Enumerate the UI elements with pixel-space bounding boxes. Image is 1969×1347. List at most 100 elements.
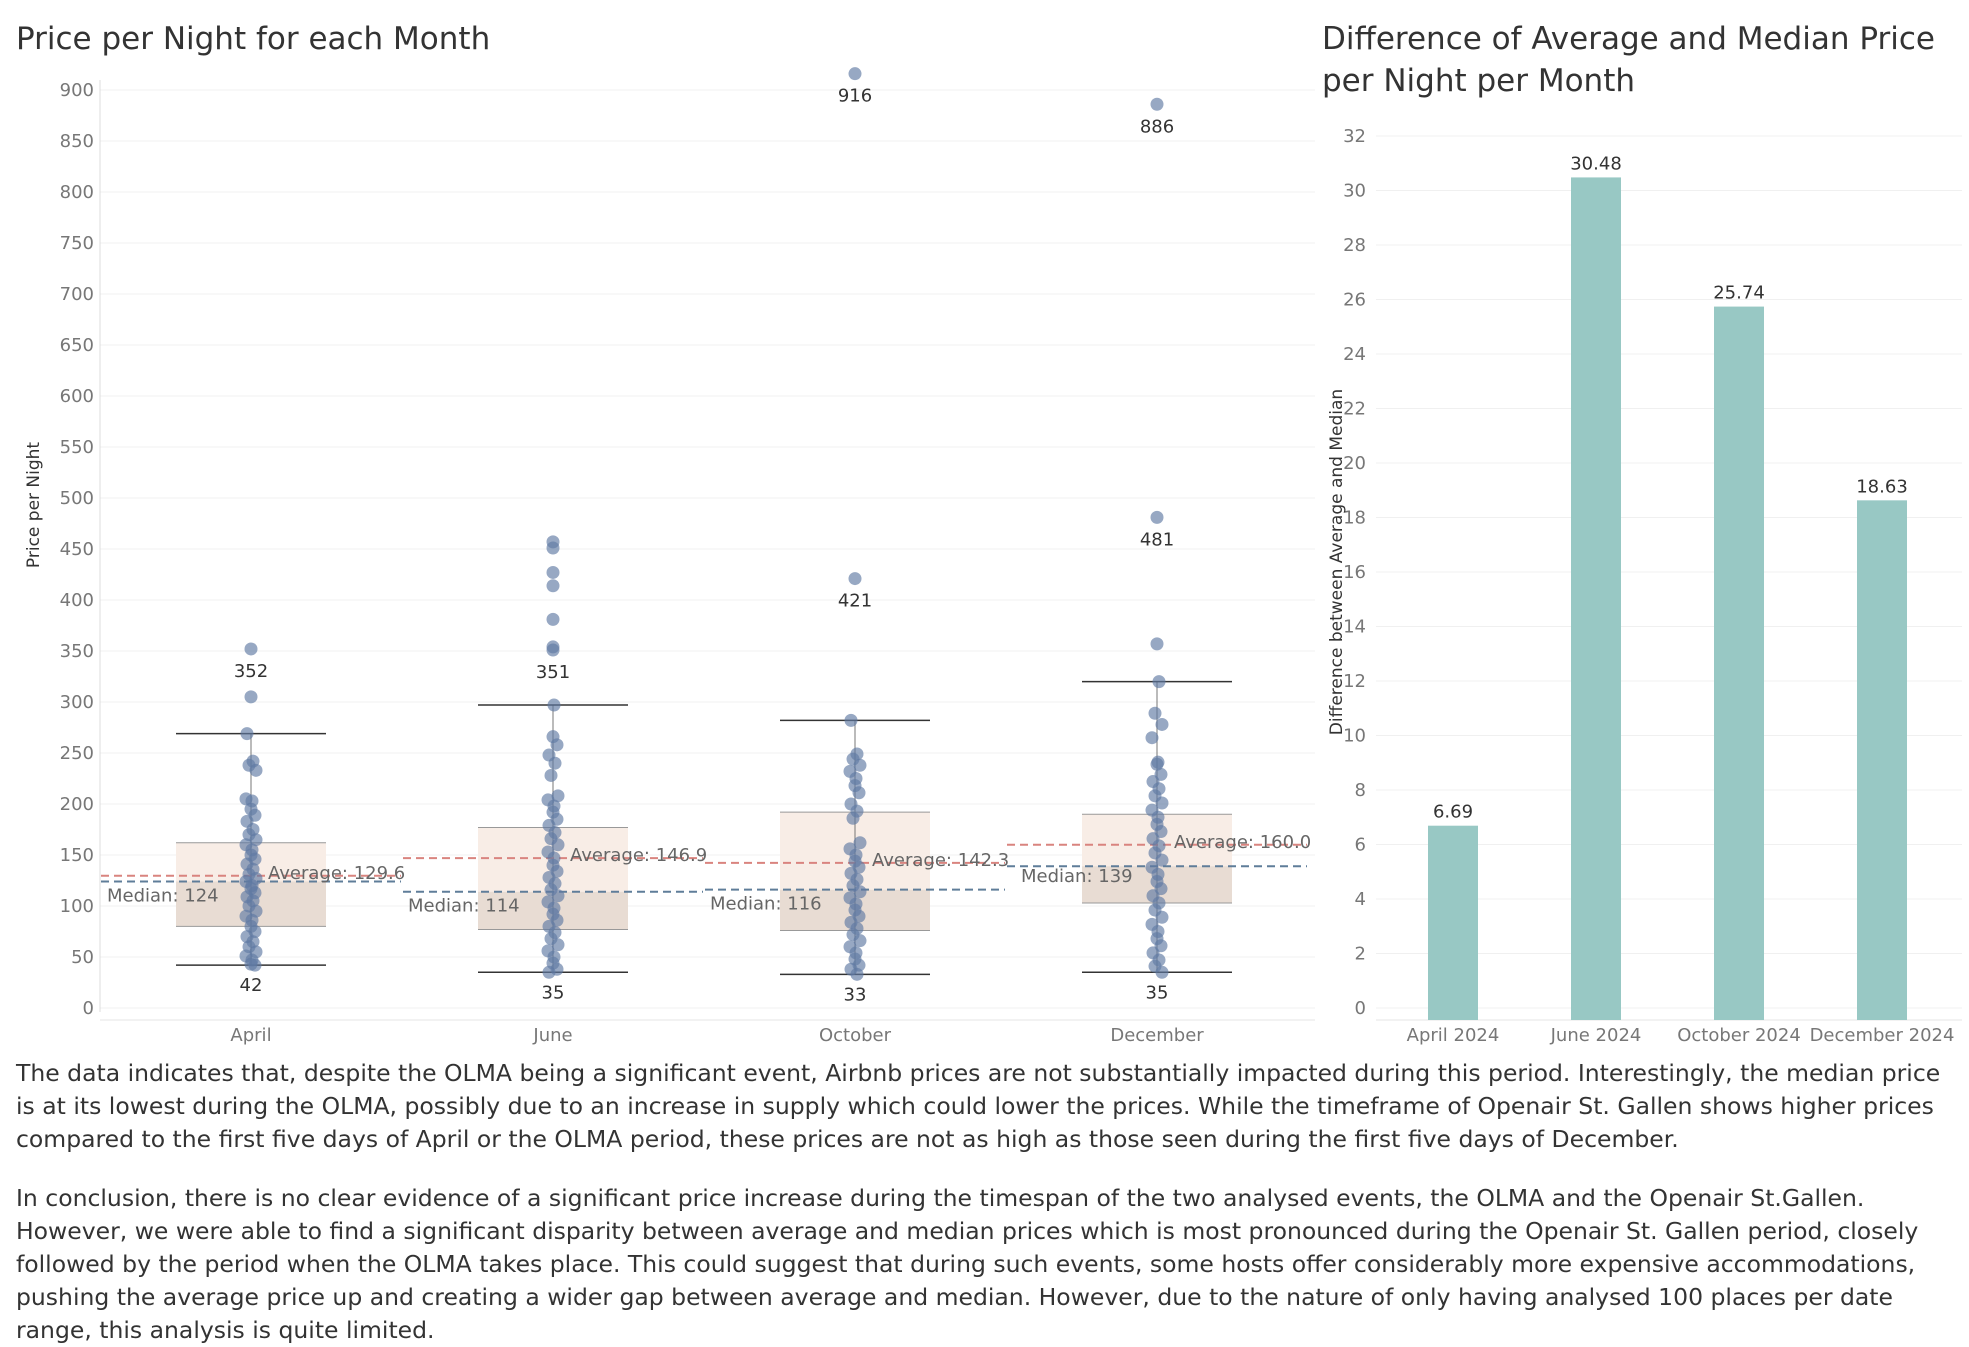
y-tick-label: 24 [1343, 344, 1366, 365]
y-tick-label: 450 [60, 539, 94, 560]
y-tick-label: 18 [1343, 508, 1366, 529]
average-label: Average: 160.0 [1174, 832, 1311, 853]
y-tick-label: 600 [60, 386, 94, 407]
y-tick-label: 4 [1355, 889, 1366, 910]
data-point [848, 572, 862, 586]
x-category-label: April 2024 [1407, 1025, 1500, 1046]
data-point [1155, 965, 1169, 979]
data-point [550, 738, 564, 752]
y-tick-label: 250 [60, 743, 94, 764]
median-label: Median: 114 [408, 896, 520, 917]
y-tick-label: 50 [71, 947, 94, 968]
y-tick-label: 26 [1343, 290, 1366, 311]
data-point [853, 836, 867, 850]
box-chart-title: Price per Night for each Month [16, 21, 491, 57]
data-point [1145, 731, 1159, 745]
y-tick-label: 200 [60, 794, 94, 815]
min-value-label: 33 [844, 984, 867, 1005]
x-category-label: June [532, 1025, 572, 1046]
bar-chart-title: Difference of Average and Median Price p… [1322, 21, 1935, 99]
y-tick-label: 32 [1343, 126, 1366, 147]
data-point [853, 758, 867, 772]
y-tick-label: 400 [60, 590, 94, 611]
data-point [548, 756, 562, 770]
data-point [249, 833, 263, 847]
data-point [551, 889, 565, 903]
y-tick-label: 100 [60, 896, 94, 917]
y-tick-label: 14 [1343, 617, 1366, 638]
bar [1571, 177, 1621, 1021]
outlier-value-label: 421 [838, 591, 872, 612]
data-point [551, 838, 565, 852]
data-point [1155, 853, 1169, 867]
x-category-label: June 2024 [1550, 1025, 1642, 1046]
y-tick-label: 300 [60, 692, 94, 713]
y-tick-label: 850 [60, 131, 94, 152]
bar [1714, 306, 1764, 1021]
y-tick-label: 800 [60, 182, 94, 203]
data-point [844, 713, 858, 727]
outlier-value-label: 481 [1140, 529, 1174, 550]
y-tick-label: 12 [1343, 671, 1366, 692]
data-point [1150, 510, 1164, 524]
data-point [551, 938, 565, 952]
y-tick-label: 900 [60, 80, 94, 101]
data-point [846, 811, 860, 825]
y-tick-label: 2 [1355, 944, 1366, 965]
y-tick-label: 350 [60, 641, 94, 662]
data-point [1150, 97, 1164, 111]
data-point [1152, 675, 1166, 689]
median-label: Median: 124 [107, 886, 219, 907]
y-tick-label: 500 [60, 488, 94, 509]
x-category-label: April [230, 1025, 271, 1046]
y-tick-label: 28 [1343, 235, 1366, 256]
data-point [1155, 796, 1169, 810]
x-category-label: October [819, 1025, 892, 1046]
data-point [853, 885, 867, 899]
bar-value-label: 30.48 [1570, 153, 1622, 174]
y-tick-label: 8 [1355, 780, 1366, 801]
y-tick-label: 0 [1355, 998, 1366, 1019]
bar-chart: 02468101214161820222426283032Difference … [1327, 126, 1962, 1046]
data-point [850, 967, 864, 981]
y-tick-label: 16 [1343, 562, 1366, 583]
y-tick-label: 0 [83, 998, 94, 1019]
conclusion-paragraph: In conclusion, there is no clear evidenc… [16, 1184, 1919, 1344]
average-label: Average: 142.3 [872, 850, 1009, 871]
y-tick-label: 150 [60, 845, 94, 866]
data-point [249, 763, 263, 777]
data-point [542, 965, 556, 979]
data-point [546, 541, 560, 555]
y-axis-title: Price per Night [24, 442, 44, 569]
bar [1428, 825, 1478, 1020]
average-label: Average: 129.6 [268, 863, 405, 884]
data-point [1150, 757, 1164, 771]
data-point [544, 768, 558, 782]
data-point [547, 698, 561, 712]
outlier-value-label: 916 [838, 86, 872, 107]
data-point [1148, 706, 1162, 720]
y-tick-label: 22 [1343, 399, 1366, 420]
average-label: Average: 146.9 [570, 845, 707, 866]
y-tick-label: 6 [1355, 835, 1366, 856]
outlier-value-label: 351 [536, 662, 570, 683]
y-tick-label: 700 [60, 284, 94, 305]
x-category-label: December [1110, 1025, 1204, 1046]
analysis-paragraph: The data indicates that, despite the OLM… [16, 1059, 1941, 1153]
y-tick-label: 550 [60, 437, 94, 458]
data-point [546, 612, 560, 626]
box-plot: 0 50 100 150 200 250 300 350 400 450 500 550 600 650 7… [24, 67, 1315, 1046]
median-label: Median: 139 [1021, 866, 1133, 887]
data-point [240, 727, 254, 741]
data-point [244, 642, 258, 656]
data-point [546, 579, 560, 593]
data-point [1155, 717, 1169, 731]
outlier-value-label: 886 [1140, 116, 1174, 137]
y-tick-label: 750 [60, 233, 94, 254]
bar-value-label: 25.74 [1713, 283, 1765, 304]
data-point [848, 67, 862, 81]
bar-value-label: 18.63 [1856, 476, 1908, 497]
data-point [244, 690, 258, 704]
median-label: Median: 116 [710, 894, 822, 915]
